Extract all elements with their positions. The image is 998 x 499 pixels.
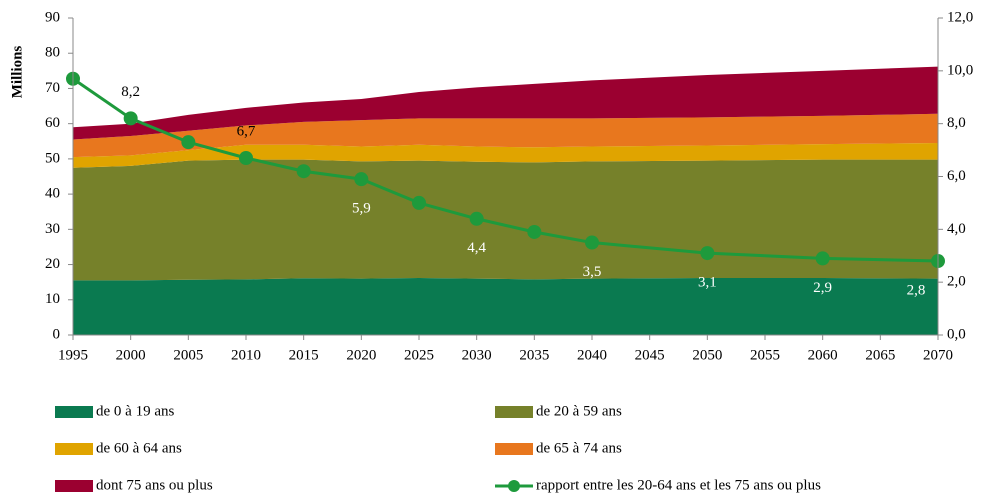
x-tick-label: 2000 bbox=[116, 347, 146, 363]
y-axis-label: Millions bbox=[9, 46, 25, 99]
data-label: 8,2 bbox=[121, 84, 140, 100]
legend-swatch bbox=[55, 443, 93, 455]
data-label: 5,9 bbox=[352, 201, 371, 217]
point bbox=[296, 164, 311, 179]
x-tick-label: 2025 bbox=[404, 347, 434, 363]
y2-tick-label: 4,0 bbox=[947, 221, 966, 237]
area bbox=[73, 113, 938, 158]
legend-swatch bbox=[55, 480, 93, 492]
y-tick-label: 40 bbox=[45, 186, 60, 202]
x-tick-label: 2020 bbox=[346, 347, 376, 363]
legend-label: de 0 à 19 ans bbox=[96, 403, 174, 419]
y-tick-label: 80 bbox=[45, 45, 60, 61]
y-tick-label: 60 bbox=[45, 115, 60, 131]
point bbox=[527, 224, 542, 239]
y-tick-label: 90 bbox=[45, 9, 60, 25]
x-tick-label: 2065 bbox=[865, 347, 895, 363]
y2-tick-label: 10,0 bbox=[947, 62, 973, 78]
y-tick-label: 10 bbox=[45, 291, 60, 307]
legend-label: de 65 à 74 ans bbox=[536, 440, 622, 456]
x-tick-label: 2035 bbox=[519, 347, 549, 363]
x-tick-label: 2070 bbox=[923, 347, 953, 363]
data-label: 2,9 bbox=[813, 280, 832, 296]
area bbox=[73, 143, 938, 168]
legend-label: de 20 à 59 ans bbox=[536, 403, 622, 419]
y2-tick-label: 2,0 bbox=[947, 274, 966, 290]
x-tick-label: 2040 bbox=[577, 347, 607, 363]
area bbox=[73, 66, 938, 140]
x-tick-label: 2060 bbox=[808, 347, 838, 363]
legend-label: de 60 à 64 ans bbox=[96, 440, 182, 456]
point bbox=[239, 151, 253, 166]
point bbox=[700, 246, 715, 261]
y2-tick-label: 12,0 bbox=[947, 9, 973, 25]
data-label: 3,1 bbox=[698, 275, 717, 291]
legend-label: rapport entre les 20-64 ans et les 75 an… bbox=[536, 477, 821, 493]
y-tick-label: 30 bbox=[45, 221, 60, 237]
data-label: 2,8 bbox=[907, 282, 926, 298]
area bbox=[73, 277, 938, 335]
x-tick-label: 2015 bbox=[289, 347, 319, 363]
point bbox=[469, 211, 484, 226]
data-label: 3,5 bbox=[583, 264, 602, 280]
legend-swatch bbox=[495, 406, 533, 418]
y2-tick-label: 6,0 bbox=[947, 168, 966, 184]
data-label: 6,7 bbox=[237, 123, 256, 139]
y-tick-label: 0 bbox=[53, 326, 61, 342]
x-tick-label: 2010 bbox=[231, 347, 261, 363]
point bbox=[585, 235, 599, 250]
point bbox=[354, 172, 369, 187]
legend-marker bbox=[508, 480, 520, 492]
point bbox=[815, 251, 830, 266]
point bbox=[181, 135, 196, 150]
x-tick-label: 2005 bbox=[173, 347, 203, 363]
x-tick-label: 2045 bbox=[635, 347, 665, 363]
data-label: 4,4 bbox=[467, 240, 486, 256]
x-tick-label: 2050 bbox=[692, 347, 722, 363]
legend-label: dont 75 ans ou plus bbox=[96, 477, 213, 493]
x-tick-label: 1995 bbox=[58, 347, 88, 363]
y2-tick-label: 0,0 bbox=[947, 326, 966, 342]
y2-tick-label: 8,0 bbox=[947, 115, 966, 131]
y-tick-label: 70 bbox=[45, 80, 60, 96]
y-tick-label: 50 bbox=[45, 150, 60, 166]
y-tick-label: 20 bbox=[45, 256, 60, 272]
legend-swatch bbox=[55, 406, 93, 418]
legend-swatch bbox=[495, 443, 533, 455]
area bbox=[73, 159, 938, 281]
x-tick-label: 2055 bbox=[750, 347, 780, 363]
point bbox=[123, 111, 138, 126]
point bbox=[412, 195, 426, 210]
x-tick-label: 2030 bbox=[462, 347, 492, 363]
